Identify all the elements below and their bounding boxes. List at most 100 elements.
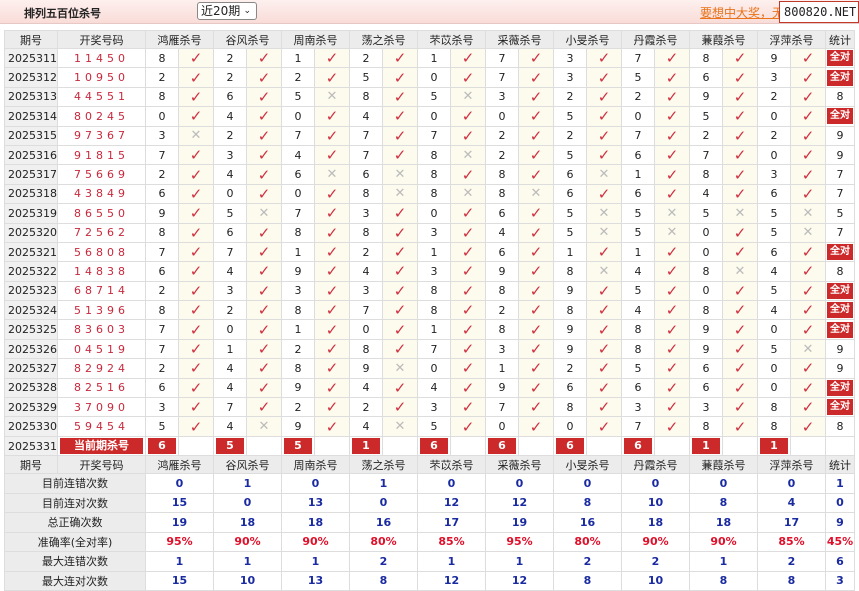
check-icon: ✓ [654,125,690,146]
check-icon: ✓ [450,300,486,321]
check-icon: ✓ [246,47,282,69]
check-icon: ✓ [178,144,214,166]
kill-number: 8 [689,261,723,282]
kill-number: 0 [485,416,519,437]
check-icon: ✓ [790,319,826,340]
stats-value: 3 [825,570,855,591]
stats-value: 45% [825,531,855,553]
kill-number: 1 [213,338,247,360]
check-icon: ✓ [178,183,214,205]
draw-number: 83603 [57,319,146,340]
kill-number: 4 [349,261,383,282]
cross-icon: ✕ [450,144,486,166]
check-icon: ✓ [450,125,486,146]
header-stat: 统计 [825,30,855,49]
check-icon: ✓ [654,47,690,69]
check-icon: ✓ [722,300,758,321]
cross-icon: ✕ [518,183,554,205]
check-icon: ✓ [586,280,622,302]
cross-icon: ✕ [314,86,350,108]
current-kill-badge: 6 [420,438,448,454]
kill-number: 3 [757,67,791,88]
cross-icon: ✕ [382,183,418,205]
kill-number: 1 [417,47,451,69]
header-expert: 浮萍杀号 [757,30,826,49]
check-icon: ✓ [450,222,486,243]
stats-value: 8 [689,492,758,514]
kill-number: 9 [281,377,315,399]
cross-icon: ✕ [586,203,622,224]
kill-number: 5 [553,222,587,243]
check-icon: ✓ [654,319,690,340]
promo-link[interactable]: 要想中大奖，无 [700,6,785,20]
table-row: 2025314 80245 0 ✓ 4 ✓ 0 ✓ 4 ✓ 0 ✓ 0 ✓ 5 ✓ 0 ✓ 5 ✓ 0 ✓ 全对 [4,106,855,127]
kill-number: 7 [281,125,315,146]
check-icon: ✓ [246,280,282,302]
kill-number: 7 [485,67,519,88]
stats-value: 1 [417,551,486,572]
kill-number: 4 [281,144,315,166]
draw-number: 51396 [57,300,146,321]
kill-number: 2 [621,86,655,108]
check-icon: ✓ [518,106,554,127]
check-icon: ✓ [178,319,214,340]
kill-number: 5 [689,106,723,127]
check-icon: ✓ [722,416,758,437]
kill-number: 4 [349,416,383,437]
check-icon: ✓ [722,144,758,166]
kill-number: 6 [621,144,655,166]
kill-number: 6 [145,183,179,205]
stats-value: 80% [349,531,418,553]
cross-icon: ✕ [450,86,486,108]
kill-number: 9 [281,416,315,437]
kill-number: 6 [757,183,791,205]
kill-number: 2 [145,67,179,88]
draw-number: 91815 [57,144,146,166]
check-icon: ✓ [382,280,418,302]
check-icon: ✓ [178,241,214,263]
kill-number: 9 [689,338,723,360]
kill-number: 0 [621,106,655,127]
cross-icon: ✕ [654,203,690,224]
empty-cell [586,435,622,457]
empty-cell [246,435,282,457]
issue-cell: 2025315 [4,125,58,146]
stats-value: 0 [281,473,350,494]
kill-number: 5 [417,416,451,437]
check-icon: ✓ [178,106,214,127]
kill-number: 5 [621,280,655,302]
issue-cell: 2025314 [4,106,58,127]
kill-number: 0 [485,106,519,127]
stats-value: 17 [417,512,486,533]
check-icon: ✓ [790,67,826,88]
period-select[interactable]: 近20期 ⌄ [197,2,257,20]
check-icon: ✓ [722,319,758,340]
check-icon: ✓ [178,47,214,69]
kill-number: 9 [689,319,723,340]
stats-value: 0 [213,492,282,514]
header-expert: 浮萍杀号 [757,455,826,475]
kill-number: 2 [145,280,179,302]
check-icon: ✓ [518,144,554,166]
stats-value: 9 [825,512,855,533]
stats-value: 85% [417,531,486,553]
check-icon: ✓ [518,377,554,399]
kill-number: 6 [281,164,315,185]
empty-cell [314,435,350,457]
stats-value: 16 [553,512,622,533]
all-correct-badge: 全对 [827,244,853,261]
check-icon: ✓ [314,397,350,418]
check-icon: ✓ [178,203,214,224]
stats-value: 8 [689,570,758,591]
check-icon: ✓ [246,67,282,88]
stat-cell: 9 [825,338,855,360]
check-icon: ✓ [586,397,622,418]
check-icon: ✓ [722,338,758,360]
stats-value: 15 [145,570,214,591]
kill-number: 8 [689,164,723,185]
check-icon: ✓ [790,397,826,418]
stats-row: 最大连错次数 1 1 1 2 1 1 2 2 1 2 6 [4,551,855,572]
stats-value: 0 [145,473,214,494]
draw-number: 82924 [57,358,146,379]
kill-number: 7 [485,47,519,69]
